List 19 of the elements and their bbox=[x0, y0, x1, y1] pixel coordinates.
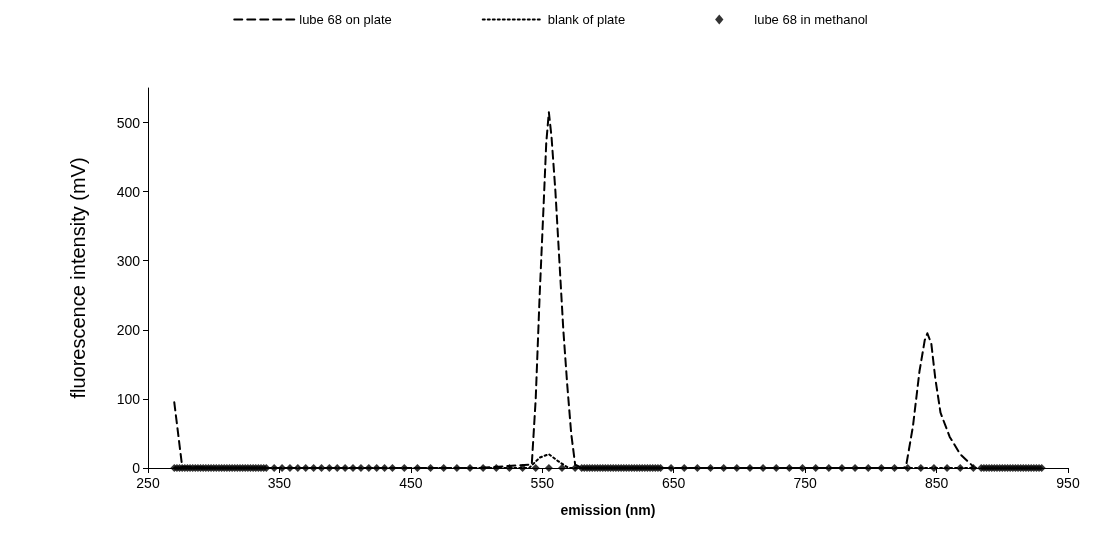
y-tick-label: 100 bbox=[116, 390, 141, 407]
x-tick-label: 550 bbox=[530, 475, 555, 491]
y-tick-label: 400 bbox=[116, 183, 141, 200]
x-tick-label: 750 bbox=[793, 475, 818, 491]
legend-label: lube 68 in methanol bbox=[754, 12, 868, 27]
x-tick-label: 850 bbox=[924, 475, 949, 491]
x-tick-label: 250 bbox=[136, 475, 160, 491]
x-tick-label: 350 bbox=[267, 475, 292, 491]
x-axis-title: emission (nm) bbox=[560, 502, 656, 518]
legend-label: lube 68 on plate bbox=[299, 12, 392, 27]
x-tick-label: 450 bbox=[399, 475, 423, 491]
y-tick-label: 500 bbox=[116, 114, 141, 131]
y-tick-label: 200 bbox=[116, 321, 141, 338]
legend-label: blank of plate bbox=[547, 12, 626, 27]
x-tick-label: 950 bbox=[1056, 475, 1080, 491]
y-tick-label: 0 bbox=[132, 460, 141, 476]
x-tick-label: 650 bbox=[662, 475, 686, 491]
y-axis-title: fluorescence intensity (mV) bbox=[67, 157, 89, 399]
y-tick-label: 300 bbox=[116, 252, 141, 269]
